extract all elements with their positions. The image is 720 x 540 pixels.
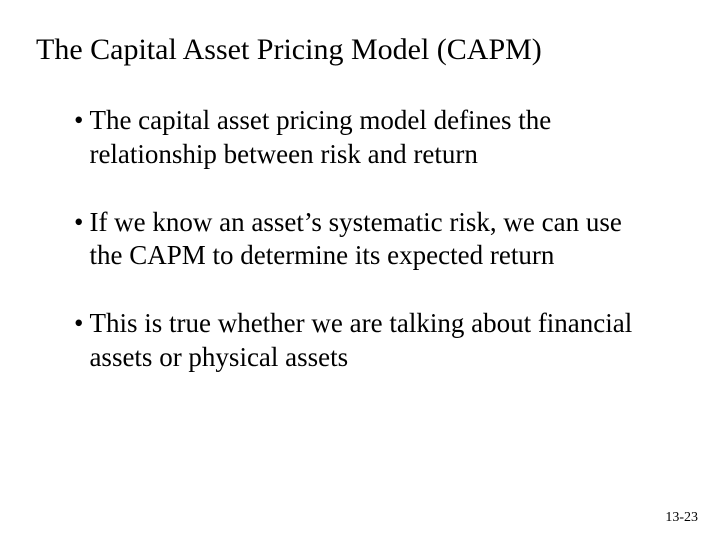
slide-container: The Capital Asset Pricing Model (CAPM) •… (0, 0, 720, 540)
bullet-list: • The capital asset pricing model define… (74, 104, 654, 375)
bullet-dot-icon: • (74, 206, 83, 240)
bullet-dot-icon: • (74, 104, 83, 138)
bullet-item: • The capital asset pricing model define… (74, 104, 654, 172)
bullet-text: If we know an asset’s systematic risk, w… (89, 206, 654, 274)
slide-title: The Capital Asset Pricing Model (CAPM) (36, 32, 684, 68)
bullet-item: • This is true whether we are talking ab… (74, 307, 654, 375)
page-number: 13-23 (665, 510, 698, 526)
bullet-dot-icon: • (74, 307, 83, 341)
bullet-item: • If we know an asset’s systematic risk,… (74, 206, 654, 274)
bullet-text: This is true whether we are talking abou… (89, 307, 654, 375)
bullet-text: The capital asset pricing model defines … (89, 104, 654, 172)
